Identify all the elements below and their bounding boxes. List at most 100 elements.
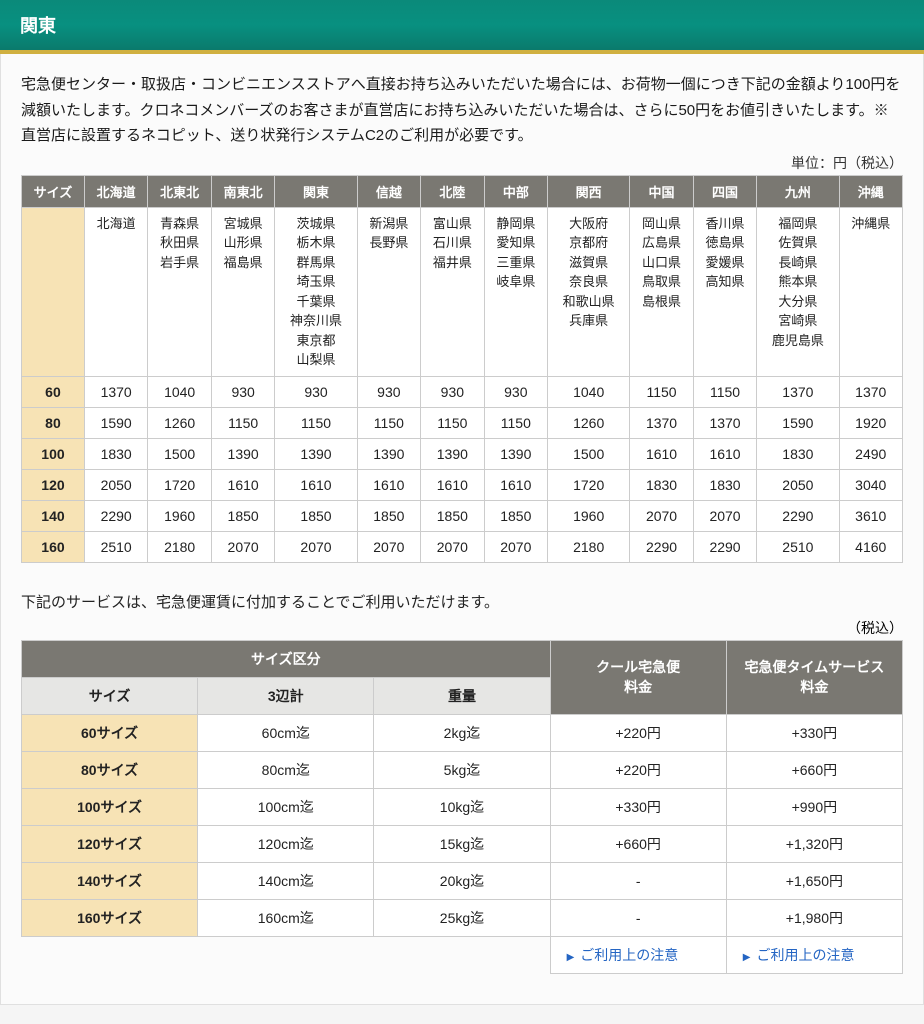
fare-value-cell: 3610	[839, 500, 903, 531]
fare-col-header: 北陸	[421, 175, 484, 207]
notice-link[interactable]: ご利用上の注意	[580, 947, 678, 963]
fare-value-cell: 1500	[148, 438, 211, 469]
fare-value-cell: 1590	[757, 407, 839, 438]
fare-value-cell: 2070	[357, 531, 420, 562]
prefecture-name: 富山県	[423, 214, 481, 234]
fare-value-cell: 2490	[839, 438, 903, 469]
fare-col-header: サイズ	[22, 175, 85, 207]
fare-value-cell: 1920	[839, 407, 903, 438]
fare-value-cell: 1150	[357, 407, 420, 438]
fare-value-cell: 1370	[757, 376, 839, 407]
sub-header-dim: 3辺計	[198, 677, 374, 714]
prefecture-name: 山形県	[214, 233, 272, 253]
fare-value-cell: 2050	[84, 469, 147, 500]
fare-value-cell: 2070	[211, 531, 274, 562]
service-cool-cell: +220円	[550, 751, 726, 788]
fare-value-cell: 1850	[275, 500, 357, 531]
fare-value-cell: 930	[484, 376, 547, 407]
notice-link[interactable]: ご利用上の注意	[756, 947, 854, 963]
content-area: 宅急便センター・取扱店・コンビニエンスストアへ直接お持ち込みいただいた場合には、…	[0, 54, 924, 1005]
prefecture-name: 宮城県	[214, 214, 272, 234]
prefecture-cell	[22, 207, 85, 376]
fare-value-cell: 2070	[630, 500, 693, 531]
notice-link-cell: ▶ ご利用上の注意	[550, 936, 726, 973]
fare-row: 1602510218020702070207020702070218022902…	[22, 531, 903, 562]
fare-value-cell: 1500	[548, 438, 630, 469]
service-body: 60サイズ60cm迄2kg迄+220円+330円80サイズ80cm迄5kg迄+2…	[22, 714, 903, 973]
service-table: サイズ区分 クール宅急便料金 宅急便タイムサービス料金 サイズ 3辺計 重量 6…	[21, 640, 903, 974]
service-weight-cell: 15kg迄	[374, 825, 550, 862]
service-weight-cell: 2kg迄	[374, 714, 550, 751]
notice-link-cell: ▶ご利用上の注意	[726, 936, 902, 973]
prefecture-row: 北海道青森県秋田県岩手県宮城県山形県福島県茨城県栃木県群馬県埼玉県千葉県神奈川県…	[22, 207, 903, 376]
service-size-cell: 120サイズ	[22, 825, 198, 862]
fare-col-header: 九州	[757, 175, 839, 207]
fare-value-cell: 2510	[757, 531, 839, 562]
fare-value-cell: 1390	[484, 438, 547, 469]
fare-value-cell: 1610	[693, 438, 756, 469]
fare-value-cell: 1370	[84, 376, 147, 407]
fare-value-cell: 1150	[275, 407, 357, 438]
fare-value-cell: 2070	[275, 531, 357, 562]
service-time-cell: +330円	[726, 714, 902, 751]
fare-value-cell: 1720	[548, 469, 630, 500]
service-cool-cell: +660円	[550, 825, 726, 862]
fare-value-cell: 2290	[757, 500, 839, 531]
fare-value-cell: 2050	[757, 469, 839, 500]
fare-value-cell: 1850	[357, 500, 420, 531]
service-weight-cell: 10kg迄	[374, 788, 550, 825]
prefecture-name: 秋田県	[150, 233, 208, 253]
prefecture-name: 奈良県	[550, 272, 627, 292]
services-intro: 下記のサービスは、宅急便運賃に付加することでご利用いただけます。	[21, 591, 903, 612]
prefecture-name: 愛知県	[487, 233, 545, 253]
fare-table: サイズ北海道北東北南東北関東信越北陸中部関西中国四国九州沖縄 北海道青森県秋田県…	[21, 175, 903, 563]
fare-col-header: 信越	[357, 175, 420, 207]
fare-value-cell: 1830	[630, 469, 693, 500]
fare-value-cell: 1850	[484, 500, 547, 531]
service-time-cell: +990円	[726, 788, 902, 825]
prefecture-cell: 岡山県広島県山口県鳥取県島根県	[630, 207, 693, 376]
prefecture-name: 静岡県	[487, 214, 545, 234]
prefecture-name: 高知県	[696, 272, 754, 292]
fare-col-header: 関東	[275, 175, 357, 207]
prefecture-cell: 新潟県長野県	[357, 207, 420, 376]
service-dim-cell: 160cm迄	[198, 899, 374, 936]
service-cool-cell: +220円	[550, 714, 726, 751]
fare-value-cell: 1390	[211, 438, 274, 469]
service-dim-cell: 80cm迄	[198, 751, 374, 788]
size-group-header: サイズ区分	[22, 640, 551, 677]
fare-value-cell: 1040	[548, 376, 630, 407]
fare-value-cell: 1390	[421, 438, 484, 469]
fare-value-cell: 1720	[148, 469, 211, 500]
prefecture-name: 山口県	[632, 253, 690, 273]
prefecture-name: 埼玉県	[277, 272, 354, 292]
fare-value-cell: 2070	[484, 531, 547, 562]
fare-value-cell: 1610	[630, 438, 693, 469]
triangle-icon: ▶	[567, 952, 575, 963]
fare-col-header: 中部	[484, 175, 547, 207]
fare-value-cell: 930	[421, 376, 484, 407]
fare-col-header: 関西	[548, 175, 630, 207]
fare-value-cell: 4160	[839, 531, 903, 562]
service-size-cell: 60サイズ	[22, 714, 198, 751]
service-size-cell: 140サイズ	[22, 862, 198, 899]
fare-row: 6013701040930930930930930104011501150137…	[22, 376, 903, 407]
service-size-cell: 160サイズ	[22, 899, 198, 936]
prefecture-cell: 富山県石川県福井県	[421, 207, 484, 376]
prefecture-name: 山梨県	[277, 350, 354, 370]
prefecture-name: 岡山県	[632, 214, 690, 234]
prefecture-name: 徳島県	[696, 233, 754, 253]
prefecture-name: 北海道	[87, 214, 145, 234]
fare-col-header: 中国	[630, 175, 693, 207]
prefecture-name: 神奈川県	[277, 311, 354, 331]
fare-size-cell: 100	[22, 438, 85, 469]
fare-value-cell: 1590	[84, 407, 147, 438]
fare-value-cell: 1370	[839, 376, 903, 407]
fare-value-cell: 930	[357, 376, 420, 407]
prefecture-name: 茨城県	[277, 214, 354, 234]
fare-row: 1001830150013901390139013901390150016101…	[22, 438, 903, 469]
fare-body: 北海道青森県秋田県岩手県宮城県山形県福島県茨城県栃木県群馬県埼玉県千葉県神奈川県…	[22, 207, 903, 562]
fare-value-cell: 1610	[357, 469, 420, 500]
prefecture-cell: 沖縄県	[839, 207, 903, 376]
fare-col-header: 四国	[693, 175, 756, 207]
